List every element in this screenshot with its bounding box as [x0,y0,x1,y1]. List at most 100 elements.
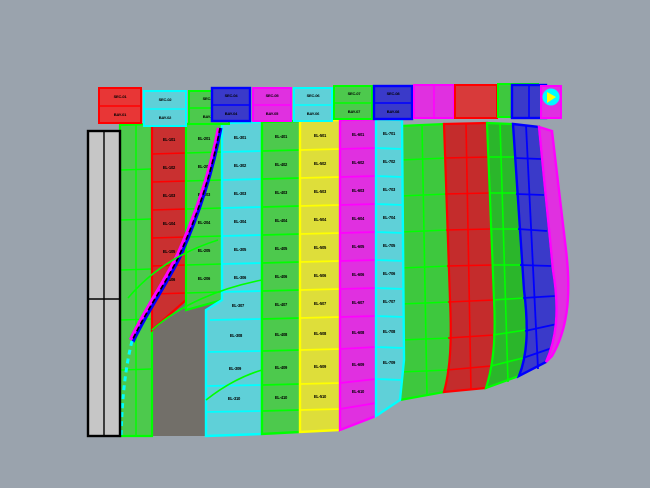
svg-text:EL-406: EL-406 [275,274,288,279]
svg-text:EL-206: EL-206 [198,276,211,281]
svg-text:EL-407: EL-407 [275,302,288,307]
svg-text:EL-402: EL-402 [275,162,288,167]
svg-text:EL-105: EL-105 [163,249,176,254]
mesh-column-06-labels: EL-501 EL-502 EL-503 EL-504 EL-505 EL-50… [314,133,327,399]
mesh-cell-block [537,125,570,363]
legend-label-line2: BAY-01 [114,112,127,117]
mesh-column-04-labels: EL-301 EL-302 EL-303 EL-304 EL-305 EL-30… [228,135,247,401]
mesh-column-10[interactable] [442,121,496,394]
mesh-gridlines [299,148,341,411]
legend-block-3[interactable]: SEC-04 BAY-04 [210,86,252,123]
plain-block-1[interactable] [454,84,498,119]
svg-text:EL-408: EL-408 [275,332,288,337]
legend-block-0[interactable]: SEC-01 BAY-01 [98,87,142,124]
svg-text:EL-702: EL-702 [383,159,396,164]
svg-text:EL-501: EL-501 [314,133,327,138]
spar-curve-blue [131,127,223,343]
legend-label-line2: BAY-04 [225,111,238,116]
svg-text:EL-504: EL-504 [314,217,327,222]
svg-text:EL-707: EL-707 [383,299,396,304]
svg-text:EL-610: EL-610 [352,389,365,394]
mesh-cell-block [398,122,452,402]
svg-text:EL-409: EL-409 [275,365,288,370]
mesh-column-08[interactable]: EL-701 EL-702 EL-703 EL-704 EL-705 EL-70… [374,117,406,419]
mesh-body[interactable]: EL-101 EL-102 EL-103 EL-104 EL-105 EL-10… [118,117,570,438]
mesh-gridlines [444,122,495,391]
legend-label-line2: BAY-03 [203,114,216,119]
svg-text:EL-503: EL-503 [314,189,327,194]
legend-block-6[interactable]: SEC-07 BAY-07 [333,85,373,120]
svg-text:EL-310: EL-310 [228,396,241,401]
side-web-panel[interactable] [86,129,122,438]
mesh-gridlines [339,147,377,410]
svg-text:EL-607: EL-607 [352,300,365,305]
svg-text:EL-602: EL-602 [352,160,365,165]
svg-text:EL-301: EL-301 [234,135,247,140]
boundary-curve-cyan [119,340,134,439]
boundary-curve-green-2 [151,279,263,331]
legend-label-line1: SEC-08 [387,91,401,96]
legend-label-line2: BAY-02 [159,115,172,120]
legend-block-4[interactable]: SEC-05 BAY-05 [252,87,292,122]
mesh-column-09[interactable] [398,122,452,402]
svg-text:EL-401: EL-401 [275,134,288,139]
svg-text:EL-305: EL-305 [234,247,247,252]
legend-block-row[interactable]: SEC-01 BAY-01 SEC-02 BAY-02 SEC-03 BAY-0… [98,83,562,127]
svg-text:EL-505: EL-505 [314,245,327,250]
svg-text:EL-704: EL-704 [383,215,396,220]
svg-text:EL-508: EL-508 [314,331,327,336]
mesh-gridlines [261,149,301,412]
svg-text:EL-308: EL-308 [230,333,243,338]
svg-text:EL-104: EL-104 [163,221,176,226]
legend-label-line2: BAY-07 [348,109,361,114]
corner-indicator[interactable] [542,88,560,106]
mesh-column-06[interactable]: EL-501 EL-502 EL-503 EL-504 EL-505 EL-50… [298,118,342,434]
svg-text:EL-404: EL-404 [275,218,288,223]
mesh-column-07[interactable]: EL-601 EL-602 EL-603 EL-604 EL-605 EL-60… [338,117,378,432]
svg-text:EL-706: EL-706 [383,271,396,276]
legend-label-line1: SEC-06 [307,93,321,98]
svg-text:EL-606: EL-606 [352,272,365,277]
legend-label-line1: SEC-07 [348,91,362,96]
legend-block-7[interactable]: SEC-08 BAY-08 [372,84,414,121]
svg-text:EL-605: EL-605 [352,244,365,249]
mesh-gridlines [205,150,263,413]
plain-block-0[interactable] [413,84,455,119]
legend-label-line1: SEC-01 [114,94,128,99]
mesh-column-07-labels: EL-601 EL-602 EL-603 EL-604 EL-605 EL-60… [352,132,365,394]
legend-label-line2: BAY-06 [307,111,320,116]
svg-text:EL-506: EL-506 [314,273,327,278]
svg-text:EL-502: EL-502 [314,161,327,166]
legend-label-line2: BAY-08 [387,109,400,114]
svg-text:EL-609: EL-609 [352,362,365,367]
svg-text:EL-205: EL-205 [198,248,211,253]
svg-text:EL-604: EL-604 [352,216,365,221]
svg-text:EL-101: EL-101 [163,137,176,142]
mesh-column-05[interactable]: EL-401 EL-402 EL-403 EL-404 EL-405 EL-40… [260,119,302,436]
svg-text:EL-202: EL-202 [198,164,211,169]
svg-text:EL-201: EL-201 [198,136,211,141]
mesh-column-01[interactable] [118,122,154,438]
spar-curves [119,127,263,439]
svg-text:EL-405: EL-405 [275,246,288,251]
mesh-column-08-labels: EL-701 EL-702 EL-703 EL-704 EL-705 EL-70… [383,131,396,365]
mesh-gridlines [488,122,527,383]
mesh-column-13[interactable] [537,125,570,363]
svg-text:EL-103: EL-103 [163,193,176,198]
plain-block-fill [454,84,498,119]
svg-text:EL-410: EL-410 [275,395,288,400]
svg-text:EL-708: EL-708 [383,329,396,334]
mesh-gridlines [375,147,405,381]
mesh-gridlines [513,124,558,370]
legend-block-1[interactable]: SEC-02 BAY-02 [143,90,187,127]
legend-label-line1: SEC-04 [225,93,239,98]
legend-label-line1: SEC-02 [159,97,173,102]
svg-text:EL-510: EL-510 [314,394,327,399]
legend-block-5[interactable]: SEC-06 BAY-06 [293,87,333,122]
spar-curve-magenta [128,127,222,341]
svg-text:EL-403: EL-403 [275,190,288,195]
svg-text:EL-204: EL-204 [198,220,211,225]
svg-text:EL-102: EL-102 [163,165,176,170]
